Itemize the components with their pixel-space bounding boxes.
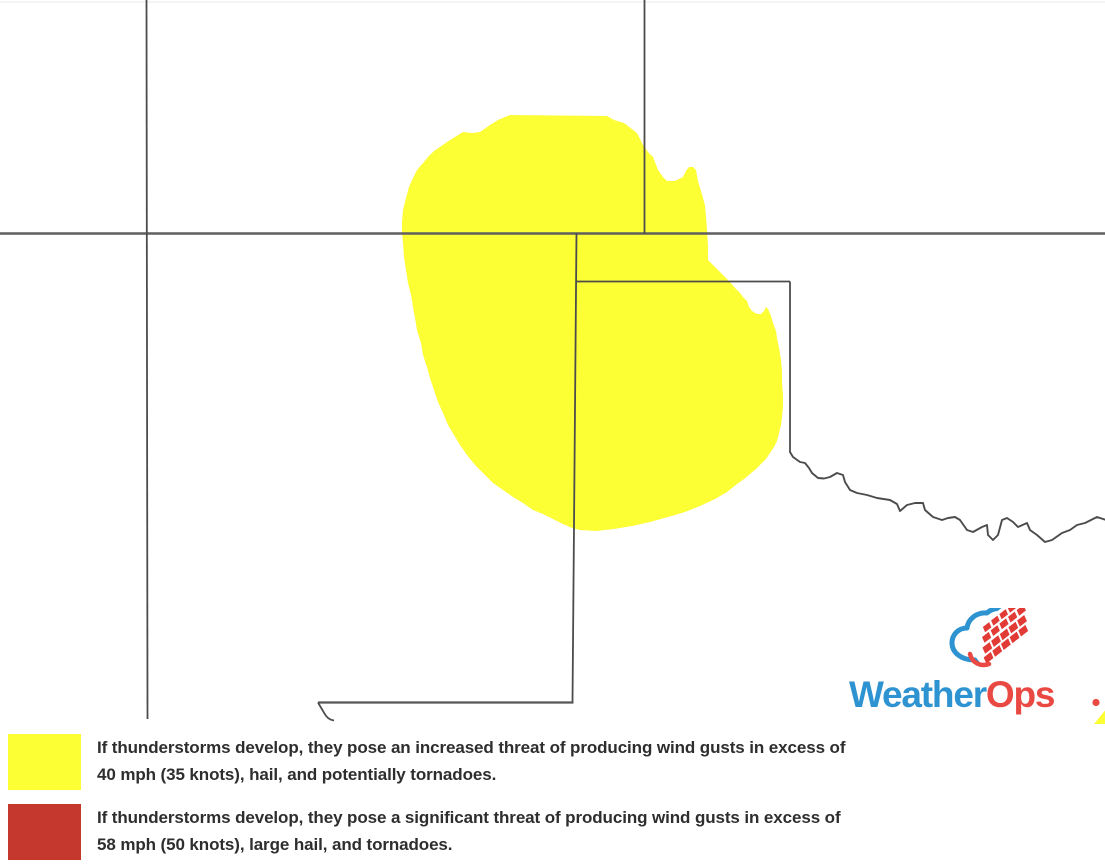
state-border-west-vertical bbox=[145, 0, 149, 720]
legend-line: 40 mph (35 knots), hail, and potentially… bbox=[97, 765, 497, 784]
legend-line: 58 mph (50 knots), large hail, and torna… bbox=[97, 835, 453, 854]
state-border-nm-tx bbox=[571, 232, 578, 703]
legend-swatch-increased-risk bbox=[8, 734, 81, 790]
storm-pattern bbox=[961, 608, 1036, 670]
logo-period-dot bbox=[1092, 698, 1100, 707]
logo-swoosh bbox=[967, 651, 992, 668]
weatherops-cloud-icon bbox=[949, 608, 1036, 670]
legend-label-significant-risk: If thunderstorms develop, they pose a si… bbox=[97, 804, 1087, 858]
legend-line: If thunderstorms develop, they pose a si… bbox=[97, 808, 841, 827]
logo-text-weather: Weather bbox=[849, 674, 987, 715]
red-river-border bbox=[789, 451, 1105, 543]
legend-line: If thunderstorms develop, they pose an i… bbox=[97, 738, 846, 757]
legend-label-increased-risk: If thunderstorms develop, they pose an i… bbox=[97, 734, 1087, 788]
increased-risk-area-polygon bbox=[402, 115, 783, 531]
clipped-risk-area-corner bbox=[1094, 710, 1105, 724]
state-border-map bbox=[0, 0, 1105, 724]
weatherops-logo: WeatherOps bbox=[849, 674, 1056, 715]
logo-text-ops: Ops bbox=[985, 674, 1056, 715]
legend-swatch-significant-risk bbox=[8, 804, 81, 860]
rio-grande-hook bbox=[317, 702, 335, 722]
